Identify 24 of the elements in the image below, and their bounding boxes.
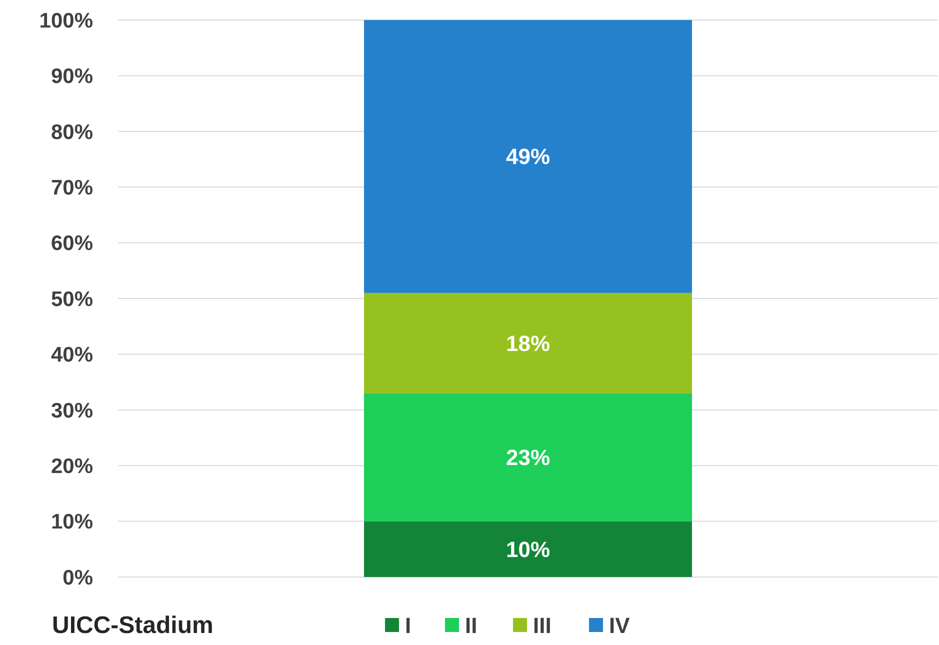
legend-label: III bbox=[533, 613, 552, 638]
y-tick-label: 70% bbox=[50, 176, 94, 200]
data-label: 18% bbox=[506, 330, 550, 356]
y-tick-label: 90% bbox=[50, 65, 94, 88]
y-tick-label: 100% bbox=[39, 9, 94, 32]
bar bbox=[364, 292, 692, 394]
legend-label: I bbox=[405, 613, 412, 638]
bar bbox=[364, 521, 692, 577]
y-tick-label: 20% bbox=[50, 454, 94, 478]
y-tick-label: 30% bbox=[50, 399, 94, 422]
legend-label: IV bbox=[609, 613, 630, 638]
data-label: 23% bbox=[506, 444, 550, 470]
y-tick-label: 40% bbox=[50, 344, 94, 367]
bar bbox=[364, 393, 692, 522]
y-tick-label: 10% bbox=[50, 510, 94, 534]
data-label: 49% bbox=[506, 144, 550, 170]
data-label: 10% bbox=[506, 536, 550, 562]
y-tick-label: 80% bbox=[50, 120, 94, 144]
y-tick-label: 60% bbox=[50, 232, 94, 256]
bar bbox=[364, 20, 692, 293]
legend-title: UICC-Stadium bbox=[52, 612, 214, 639]
y-tick-label: 0% bbox=[62, 566, 94, 590]
y-tick-label: 50% bbox=[50, 288, 94, 311]
legend-label: II bbox=[465, 613, 478, 638]
